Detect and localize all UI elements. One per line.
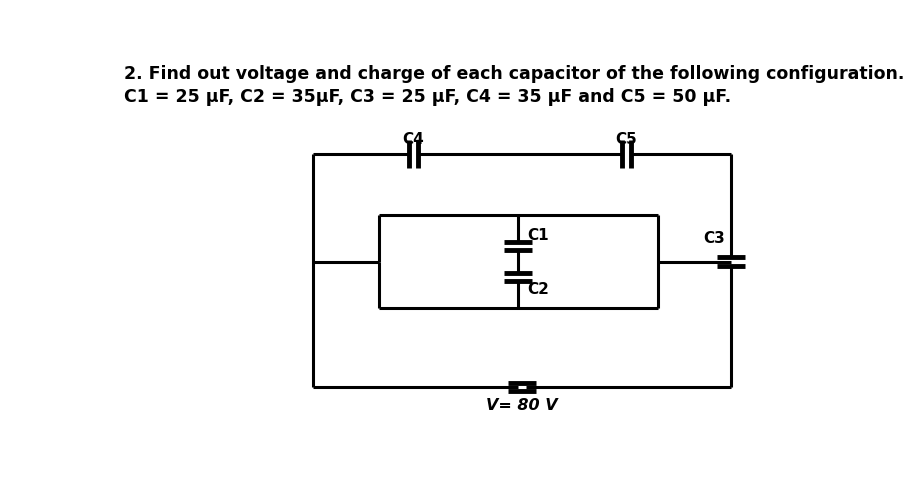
Text: 2. Find out voltage and charge of each capacitor of the following configuration.: 2. Find out voltage and charge of each c…	[124, 64, 903, 83]
Text: V= 80 V: V= 80 V	[485, 397, 557, 412]
Text: C3: C3	[702, 230, 724, 245]
Text: C5: C5	[615, 132, 637, 147]
Text: C1 = 25 μF, C2 = 35μF, C3 = 25 μF, C4 = 35 μF and C5 = 50 μF.: C1 = 25 μF, C2 = 35μF, C3 = 25 μF, C4 = …	[124, 87, 731, 106]
Text: C1: C1	[527, 228, 549, 242]
Text: C2: C2	[527, 281, 549, 296]
Text: C4: C4	[403, 132, 424, 147]
